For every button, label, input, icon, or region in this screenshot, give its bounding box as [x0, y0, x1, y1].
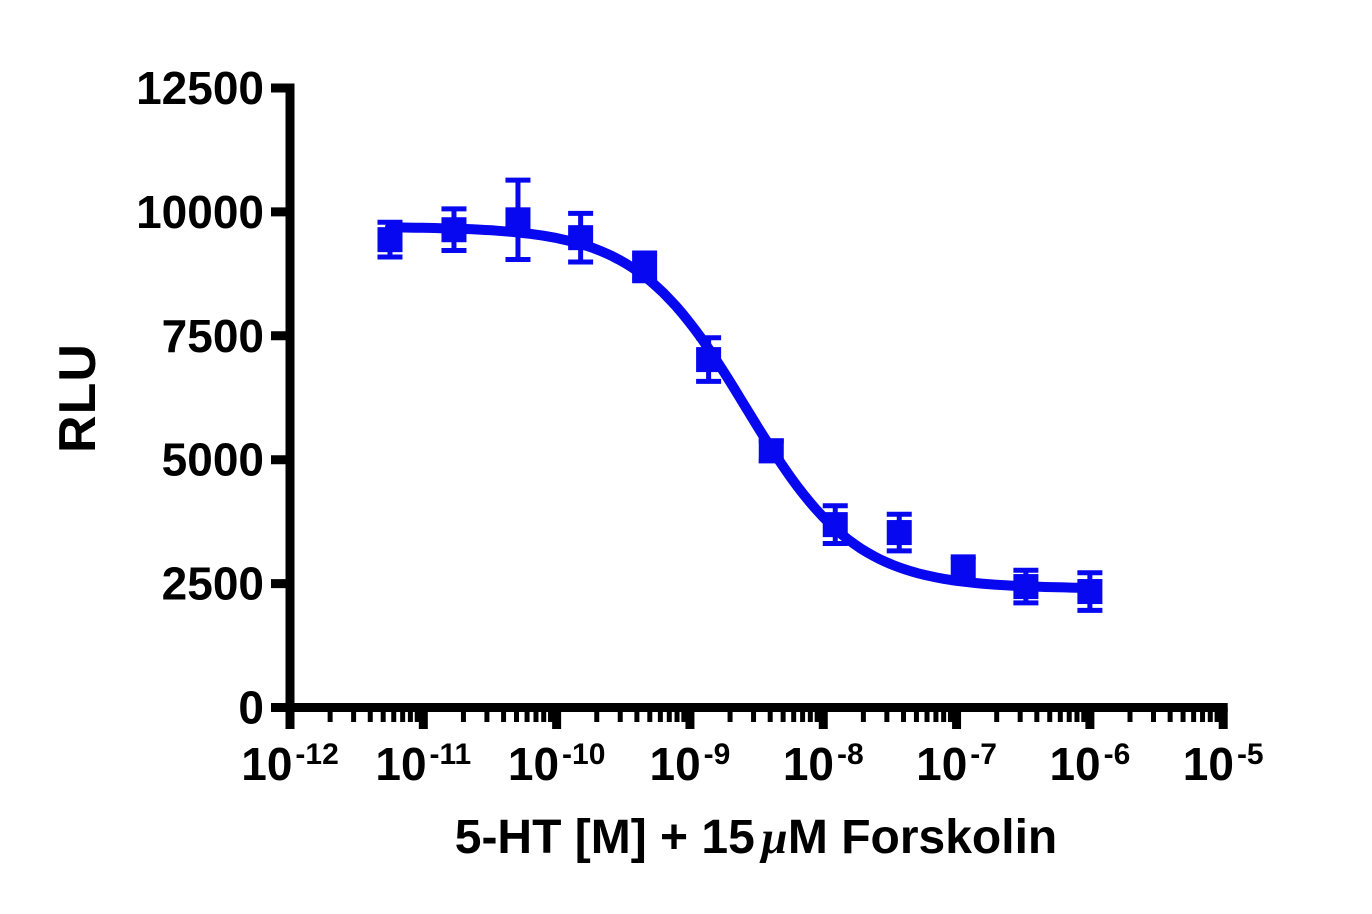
x-tick-label: 10 -11 — [375, 738, 471, 790]
data-point-marker — [1077, 579, 1103, 605]
x-axis-title-post: M Forskolin — [787, 811, 1058, 864]
x-tick-label: 10 -6 — [1049, 738, 1130, 790]
data-point-marker — [568, 225, 594, 251]
x-tick-label: 10 -12 — [241, 738, 339, 790]
x-tick-label: 10 -7 — [916, 738, 997, 790]
mu-symbol: µ — [760, 812, 788, 864]
y-tick-label: 5000 — [162, 434, 264, 486]
x-tick-label: 10 -5 — [1183, 738, 1264, 790]
data-point-marker — [1013, 574, 1039, 600]
x-axis-title: 5-HT [M] + 15 µM Forskolin — [356, 810, 1156, 865]
data-point-marker — [632, 254, 658, 280]
data-point-marker — [758, 438, 784, 464]
y-axis-title: RLU — [49, 343, 107, 453]
y-tick-label: 0 — [238, 682, 264, 734]
data-point-marker — [950, 557, 976, 583]
data-point-marker — [377, 227, 403, 253]
y-tick-label: 12500 — [136, 62, 264, 114]
fit-curve — [385, 222, 1095, 593]
x-tick-label: 10 -9 — [650, 738, 731, 790]
data-point-marker — [822, 512, 848, 538]
x-tick-label: 10 -8 — [783, 738, 864, 790]
data-point-marker — [441, 217, 467, 243]
y-tick-label: 2500 — [162, 558, 264, 610]
data-point-marker — [505, 207, 531, 233]
x-axis-title-pre: 5-HT [M] + 15 — [454, 811, 755, 864]
y-tick-label: 7500 — [162, 310, 264, 362]
data-point-marker — [696, 347, 722, 373]
y-tick-label: 10000 — [136, 186, 264, 238]
data-point-marker — [886, 520, 912, 546]
x-tick-label: 10 -10 — [508, 738, 606, 790]
